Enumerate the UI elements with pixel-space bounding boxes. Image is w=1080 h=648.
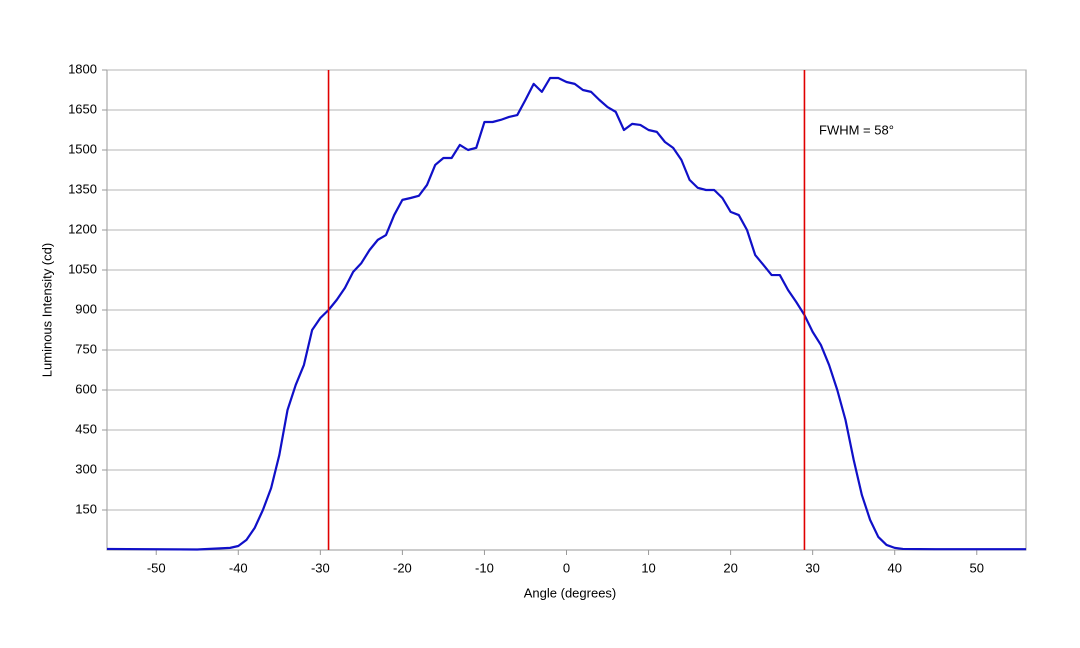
y-tick-label: 1350 — [68, 181, 97, 196]
annotation: FWHM = 58° — [819, 122, 894, 137]
data-line — [106, 76, 1026, 551]
x-axis-label: Angle (degrees) — [524, 585, 617, 600]
y-tick-label: 750 — [75, 341, 97, 356]
y-tick-label: 600 — [75, 381, 97, 396]
x-tick-label: -30 — [311, 560, 330, 575]
y-tick-label: 1050 — [68, 261, 97, 276]
x-tick-label: 10 — [641, 560, 655, 575]
x-tick-label: 50 — [970, 560, 984, 575]
x-tick-label: 20 — [723, 560, 737, 575]
x-tick-label: -50 — [147, 560, 166, 575]
x-tick-label: 30 — [805, 560, 819, 575]
y-axis-label: Luminous Intensity (cd) — [39, 243, 54, 377]
y-tick-label: 1800 — [68, 61, 97, 76]
y-tick-label: 1500 — [68, 141, 97, 156]
y-tick-label: 300 — [75, 461, 97, 476]
x-tick-label: -10 — [475, 560, 494, 575]
y-tick-label: 150 — [75, 501, 97, 516]
y-tick-label: 450 — [75, 421, 97, 436]
y-tick-label: 1200 — [68, 221, 97, 236]
y-tick-label: 900 — [75, 301, 97, 316]
x-tick-label: -40 — [229, 560, 248, 575]
x-tick-label: 0 — [563, 560, 570, 575]
y-tick-label: 1650 — [68, 101, 97, 116]
x-tick-label: 40 — [887, 560, 901, 575]
x-tick-label: -20 — [393, 560, 412, 575]
